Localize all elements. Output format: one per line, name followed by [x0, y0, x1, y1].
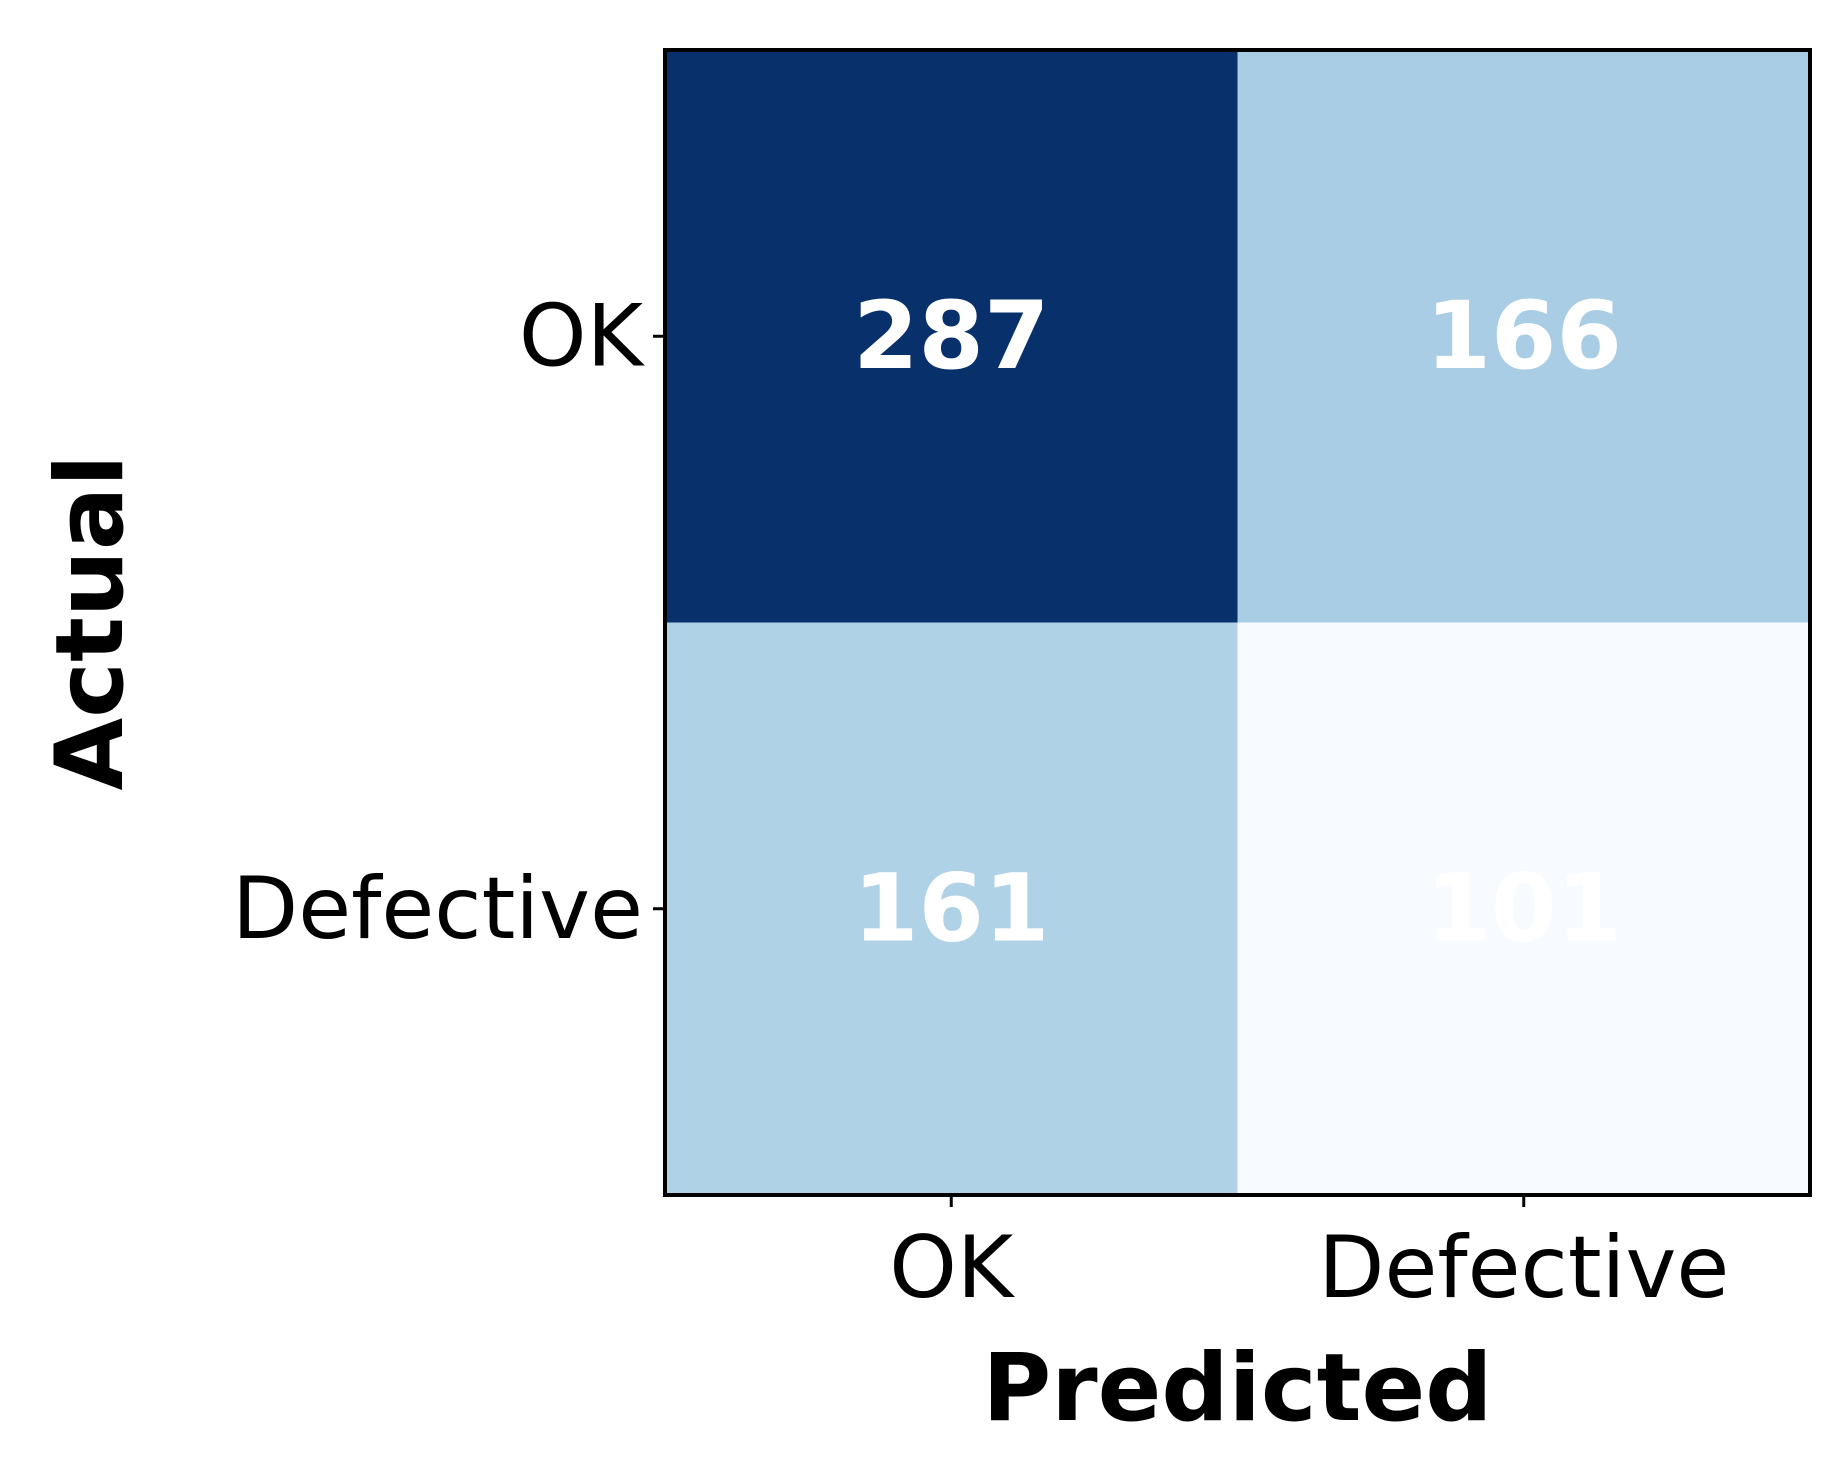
heatmap-cells	[665, 50, 1811, 1196]
y-tick-label-defective: Defective	[232, 859, 643, 959]
cell-value-label: 287	[853, 282, 1049, 391]
cell-value-label: 166	[1426, 282, 1622, 391]
x-tick-label-ok: OK	[889, 1218, 1016, 1318]
x-axis-title: Predicted	[982, 1334, 1492, 1443]
x-tick-label-defective: Defective	[1318, 1218, 1729, 1318]
heatmap-cell-ok-ok	[665, 50, 1238, 623]
plot-frame	[663, 48, 1812, 1197]
axis-ticks: OK Defective OK Defective	[232, 286, 1729, 1318]
cell-value-labels: 287 166 161 101	[853, 282, 1622, 964]
heatmap-cell-ok-defective	[1237, 50, 1811, 623]
heatmap-cell-defective-defective	[1237, 622, 1811, 1196]
cell-value-label: 101	[1426, 854, 1622, 963]
heatmap-cell-defective-ok	[665, 622, 1238, 1196]
y-tick-label-ok: OK	[519, 286, 646, 386]
cell-value-label: 161	[853, 854, 1049, 963]
y-axis-title: Actual	[36, 455, 145, 791]
